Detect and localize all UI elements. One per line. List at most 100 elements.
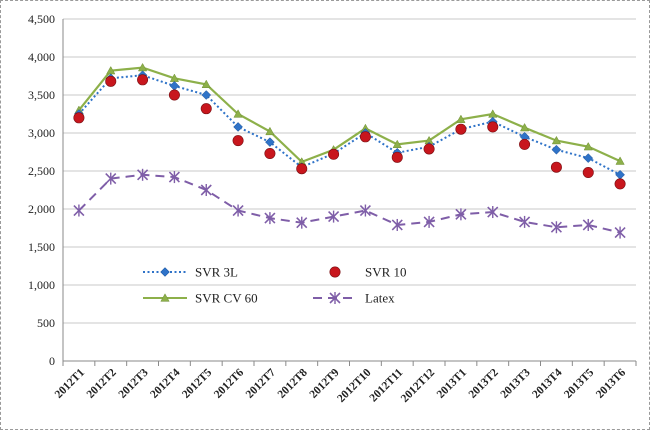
x-tick-label: 2012T8 bbox=[276, 366, 310, 400]
y-tick-label: 500 bbox=[37, 316, 55, 330]
x-tick-label: 2012T4 bbox=[148, 366, 182, 400]
x-tick-label: 2012T6 bbox=[212, 366, 246, 400]
y-tick-label: 4,500 bbox=[28, 12, 55, 26]
y-tick-label: 2,000 bbox=[28, 202, 55, 216]
legend-label: SVR 10 bbox=[365, 265, 407, 280]
data-point bbox=[328, 148, 340, 160]
data-point bbox=[168, 89, 180, 101]
data-point bbox=[200, 103, 212, 115]
data-point bbox=[550, 161, 562, 173]
legend-entry: SVR 3L bbox=[143, 265, 238, 280]
y-tick-label: 3,500 bbox=[28, 88, 55, 102]
data-point bbox=[615, 169, 625, 180]
grid-lines bbox=[63, 18, 636, 324]
y-tick-label: 0 bbox=[49, 354, 55, 368]
legend-entry: SVR 10 bbox=[329, 265, 407, 280]
data-point bbox=[232, 204, 244, 217]
legend-marker bbox=[329, 292, 341, 304]
data-point bbox=[551, 144, 562, 155]
data-point bbox=[233, 109, 243, 118]
data-point bbox=[423, 143, 435, 155]
series-svr-10 bbox=[73, 74, 626, 190]
data-point bbox=[201, 79, 211, 88]
data-point bbox=[359, 204, 371, 217]
series-svr-3l bbox=[74, 70, 625, 180]
data-point bbox=[551, 135, 562, 145]
legend-label: SVR 3L bbox=[195, 265, 238, 280]
x-tick-label: 2012T5 bbox=[180, 366, 214, 400]
y-tick-label: 1,000 bbox=[28, 278, 55, 292]
data-point bbox=[582, 218, 594, 231]
series-line bbox=[78, 173, 621, 234]
legend-marker bbox=[329, 266, 341, 278]
y-tick-label: 3,000 bbox=[28, 126, 55, 140]
x-tick-label: 2013T5 bbox=[562, 366, 596, 400]
data-point bbox=[201, 90, 212, 100]
data-point bbox=[73, 204, 85, 217]
data-point bbox=[487, 121, 499, 133]
data-point bbox=[105, 172, 117, 185]
data-point bbox=[550, 221, 562, 234]
x-axis: 2012T12012T22012T32012T42012T52012T62012… bbox=[53, 360, 637, 405]
x-tick-label: 2012T7 bbox=[244, 366, 278, 400]
data-point bbox=[614, 178, 626, 190]
data-point bbox=[137, 168, 149, 181]
x-tick-label: 2013T1 bbox=[435, 366, 469, 400]
y-axis: 0 500 1,000 1,500 2,000 2,500 3,000 3,500 4,000 4… bbox=[28, 12, 64, 368]
legend-entry: Latex bbox=[313, 291, 395, 306]
x-tick-label: 2013T4 bbox=[530, 366, 564, 400]
series-line bbox=[78, 74, 621, 176]
legend-label: Latex bbox=[365, 291, 395, 306]
y-tick-label: 4,000 bbox=[28, 50, 55, 64]
data-point bbox=[614, 226, 626, 239]
data-point bbox=[137, 74, 149, 86]
data-point bbox=[265, 126, 275, 136]
y-tick-label: 1,500 bbox=[28, 240, 55, 254]
data-point bbox=[359, 131, 371, 143]
y-tick-label: 2,500 bbox=[28, 164, 55, 178]
legend-marker bbox=[160, 293, 170, 302]
series-svr-cv-60 bbox=[74, 62, 625, 166]
x-tick-label: 2013T2 bbox=[467, 366, 501, 400]
x-tick-label: 2012T3 bbox=[116, 366, 150, 400]
legend: SVR 3L SVR 10 SVR CV 60 Latex bbox=[143, 265, 407, 306]
data-point bbox=[582, 167, 594, 179]
data-point bbox=[519, 122, 530, 132]
data-point bbox=[583, 153, 594, 163]
x-tick-label: 2012T11 bbox=[368, 366, 406, 404]
data-point bbox=[232, 135, 244, 147]
legend-marker bbox=[160, 267, 170, 277]
series-latex bbox=[73, 168, 626, 239]
data-point bbox=[105, 75, 117, 87]
data-point bbox=[391, 218, 403, 231]
data-point bbox=[487, 206, 499, 219]
legend-label: SVR CV 60 bbox=[195, 291, 258, 306]
data-point bbox=[296, 163, 308, 175]
data-point bbox=[519, 215, 531, 228]
data-point bbox=[168, 171, 180, 184]
data-point bbox=[169, 81, 180, 91]
data-point bbox=[456, 114, 466, 123]
data-point bbox=[455, 123, 467, 135]
data-point bbox=[328, 210, 340, 223]
data-point bbox=[73, 112, 85, 124]
data-point bbox=[265, 137, 275, 147]
data-point bbox=[519, 138, 531, 150]
data-point bbox=[615, 156, 625, 165]
x-tick-label: 2013T3 bbox=[498, 366, 532, 400]
x-tick-label: 2012T1 bbox=[53, 366, 87, 400]
x-tick-label: 2013T6 bbox=[594, 366, 628, 400]
data-point bbox=[392, 139, 402, 149]
data-point bbox=[264, 212, 276, 225]
data-point bbox=[296, 216, 308, 229]
data-point bbox=[583, 141, 593, 151]
data-point bbox=[423, 215, 435, 228]
series-line bbox=[78, 66, 621, 164]
data-point bbox=[455, 208, 467, 221]
legend-entry: SVR CV 60 bbox=[143, 291, 258, 306]
series-group bbox=[73, 62, 626, 239]
x-tick-label: 2012T10 bbox=[335, 366, 373, 404]
x-tick-label: 2012T12 bbox=[399, 366, 437, 404]
data-point bbox=[200, 184, 212, 196]
